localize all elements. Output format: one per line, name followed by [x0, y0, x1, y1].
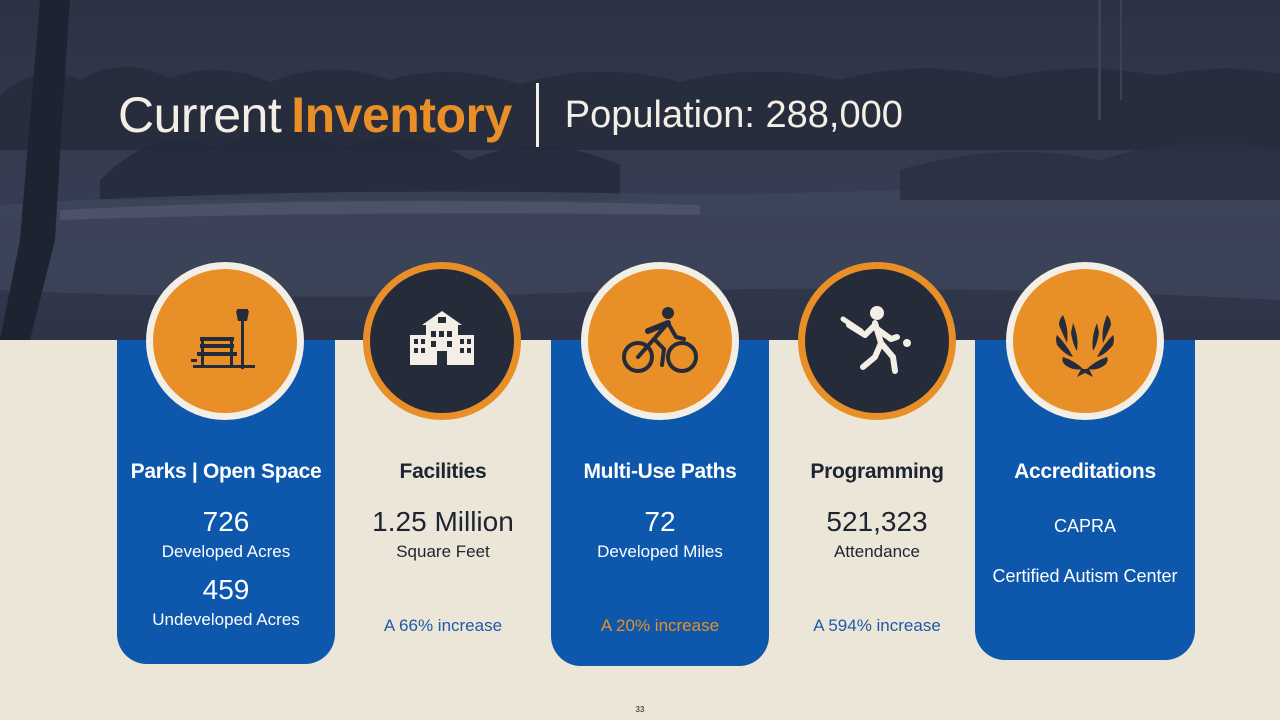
cyclist-icon	[581, 262, 739, 420]
programming-increase: A 594% increase	[813, 616, 941, 635]
accreditation-capra: CAPRA	[1053, 516, 1116, 536]
paths-label: Developed Miles	[597, 542, 723, 561]
programming-label: Attendance	[833, 542, 920, 561]
facilities-value: 1.25 Million	[372, 506, 514, 537]
title-current: Current	[118, 87, 282, 143]
card-heading: Facilities	[399, 460, 487, 483]
card-heading: Parks | Open Space	[130, 460, 322, 483]
card-facilities: Facilities 1.25 Million Square Feet A 66…	[334, 340, 552, 664]
laurel-wreath-icon	[1006, 262, 1164, 420]
lake-scene-illustration	[0, 0, 1280, 340]
programming-value: 521,323	[826, 506, 928, 537]
park-bench-icon	[146, 262, 304, 420]
header: Current Inventory Population: 288,000	[118, 80, 903, 150]
paths-increase: A 20% increase	[600, 616, 720, 635]
card-programming: Programming 521,323 Attendance A 594% in…	[768, 340, 986, 664]
developed-acres-label: Developed Acres	[161, 542, 291, 561]
title-divider	[535, 83, 539, 147]
building-icon	[363, 262, 521, 420]
developed-acres-value: 726	[202, 506, 250, 537]
accreditation-autism-center: Certified Autism Center	[992, 566, 1178, 586]
card-heading: Accreditations	[1014, 460, 1156, 483]
undeveloped-acres-label: Undeveloped Acres	[152, 610, 300, 629]
undeveloped-acres-value: 459	[202, 574, 250, 605]
card-heading: Multi-Use Paths	[583, 460, 737, 483]
card-heading: Programming	[810, 460, 944, 483]
population-label: Population: 288,000	[564, 93, 903, 136]
page-number: 33	[635, 705, 645, 714]
title-inventory: Inventory	[291, 87, 512, 143]
paths-value: 72	[644, 506, 676, 537]
facilities-label: Square Feet	[396, 542, 490, 561]
facilities-increase: A 66% increase	[383, 616, 503, 635]
cricket-player-icon	[798, 262, 956, 420]
